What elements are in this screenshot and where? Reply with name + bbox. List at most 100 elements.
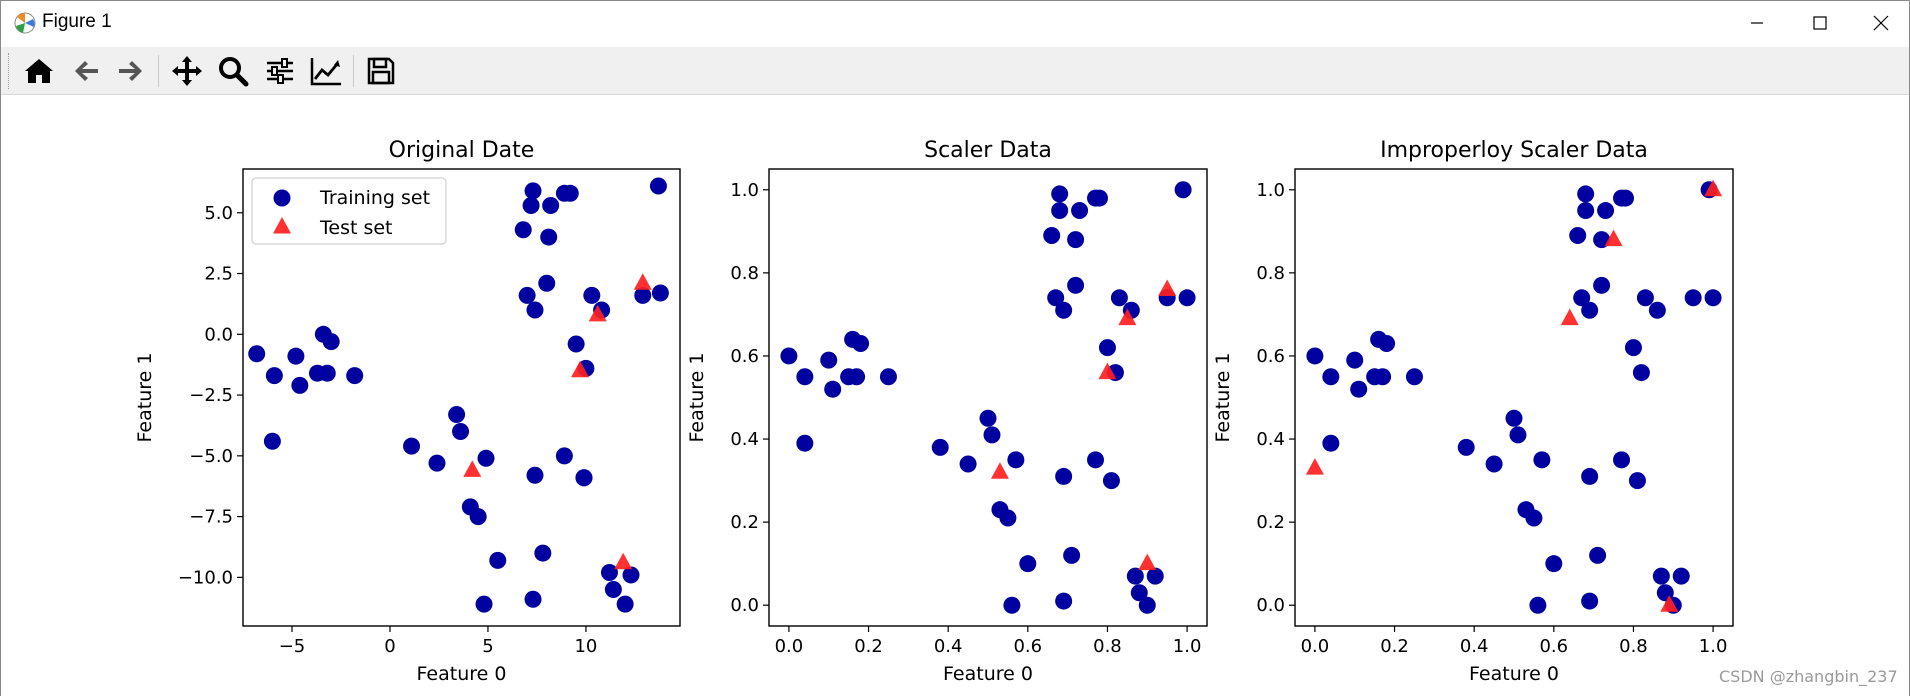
- y-tick-label: 2.5: [204, 264, 233, 285]
- window-title: Figure 1: [42, 11, 112, 32]
- training-point: [1597, 202, 1615, 220]
- navigation-toolbar: [1, 47, 1909, 95]
- training-point: [561, 184, 579, 202]
- close-button[interactable]: [1853, 1, 1909, 45]
- training-point: [1063, 546, 1081, 564]
- figure-plots: Original Date −5 0 5 10 5.0 2.5 0.0 −2.5 −5.0 −7.5…: [134, 138, 1734, 685]
- x-tick-label: 0.2: [1380, 636, 1409, 657]
- training-point: [1636, 289, 1654, 307]
- training-point: [1322, 368, 1340, 386]
- home-button[interactable]: [20, 53, 58, 89]
- x-axis-label: Feature 0: [417, 663, 507, 685]
- training-point: [1648, 301, 1666, 319]
- training-point: [1485, 455, 1503, 473]
- training-point: [1684, 289, 1702, 307]
- legend-box: [251, 177, 447, 245]
- zoom-button[interactable]: [214, 53, 252, 89]
- training-point: [1577, 185, 1595, 203]
- test-point: [1158, 279, 1177, 296]
- training-point: [622, 566, 640, 584]
- training-point: [1146, 567, 1164, 585]
- training-point: [999, 509, 1017, 527]
- test-point: [1098, 362, 1117, 380]
- x-tick-label: 0.6: [1539, 636, 1568, 657]
- maximize-icon: [1813, 16, 1827, 30]
- arrow-right-icon: [119, 61, 142, 81]
- training-point: [649, 177, 667, 195]
- configure-subplots-button[interactable]: [261, 53, 299, 89]
- training-point: [1704, 289, 1722, 307]
- figure-canvas[interactable]: Original Date −5 0 5 10 5.0 2.5 0.0 −2.5 −5.0 −7.5…: [1, 96, 1909, 696]
- x-tick-label: 0.8: [1093, 636, 1122, 657]
- x-axis-label: Feature 0: [1469, 663, 1559, 685]
- training-point: [287, 347, 305, 365]
- test-point: [1604, 229, 1623, 247]
- training-point: [604, 581, 622, 599]
- training-point: [1055, 467, 1073, 485]
- training-point: [796, 368, 814, 386]
- training-point: [1007, 451, 1025, 469]
- test-point: [633, 273, 652, 290]
- training-point: [796, 434, 814, 452]
- legend-train-label: Training set: [319, 187, 430, 209]
- y-tick-label: 0.0: [1256, 595, 1285, 616]
- training-point: [651, 284, 669, 302]
- axes-frame: [1294, 168, 1734, 627]
- training-point: [575, 469, 593, 487]
- pan-button[interactable]: [168, 53, 206, 89]
- training-point: [1174, 181, 1192, 199]
- training-point: [1378, 334, 1396, 352]
- x-tick-label: 0.0: [1301, 636, 1330, 657]
- x-tick-label: 0.0: [775, 636, 804, 657]
- legend-test-label: Test set: [319, 217, 393, 239]
- y-axis-label: Feature 1: [686, 353, 708, 443]
- training-point: [1581, 592, 1599, 610]
- training-point: [1087, 451, 1105, 469]
- minimize-button[interactable]: [1729, 1, 1785, 45]
- training-point: [1672, 567, 1690, 585]
- toolbar-separator: [158, 55, 159, 87]
- move-icon: [172, 56, 202, 86]
- training-point: [634, 286, 652, 304]
- forward-button[interactable]: [112, 53, 150, 89]
- training-point: [780, 347, 798, 365]
- toolbar-separator: [353, 55, 354, 87]
- training-point: [979, 409, 997, 427]
- training-point: [1055, 301, 1073, 319]
- maximize-button[interactable]: [1792, 1, 1848, 45]
- training-point: [524, 590, 542, 608]
- x-tick-label: 0: [384, 636, 395, 657]
- matplotlib-icon: [14, 12, 36, 34]
- training-point: [475, 595, 493, 613]
- training-point: [1573, 289, 1591, 307]
- training-point: [1593, 276, 1611, 294]
- save-button[interactable]: [362, 53, 400, 89]
- training-point: [248, 345, 266, 363]
- y-tick-label: −7.5: [189, 507, 233, 528]
- training-point: [1533, 451, 1551, 469]
- training-point: [1178, 289, 1196, 307]
- training-point: [514, 221, 532, 239]
- training-point: [1457, 438, 1475, 456]
- edit-axis-button[interactable]: [307, 53, 345, 89]
- y-tick-label: 1.0: [1256, 180, 1285, 201]
- training-point: [448, 406, 466, 424]
- training-point: [1509, 426, 1527, 444]
- x-tick-label: 0.2: [854, 636, 883, 657]
- training-point: [538, 274, 556, 292]
- training-point: [1126, 567, 1144, 585]
- y-tick-label: −10.0: [178, 567, 233, 588]
- line-chart-icon: [310, 58, 341, 86]
- training-point: [403, 437, 421, 455]
- training-point: [263, 432, 281, 450]
- axes-frame: [768, 168, 1208, 627]
- back-button[interactable]: [67, 53, 105, 89]
- y-tick-label: 1.0: [730, 180, 759, 201]
- y-tick-label: 0.0: [204, 324, 233, 345]
- training-point: [1405, 368, 1423, 386]
- y-tick-label: 0.0: [730, 595, 759, 616]
- training-point: [346, 367, 364, 385]
- training-point: [600, 564, 618, 582]
- close-icon: [1873, 15, 1889, 31]
